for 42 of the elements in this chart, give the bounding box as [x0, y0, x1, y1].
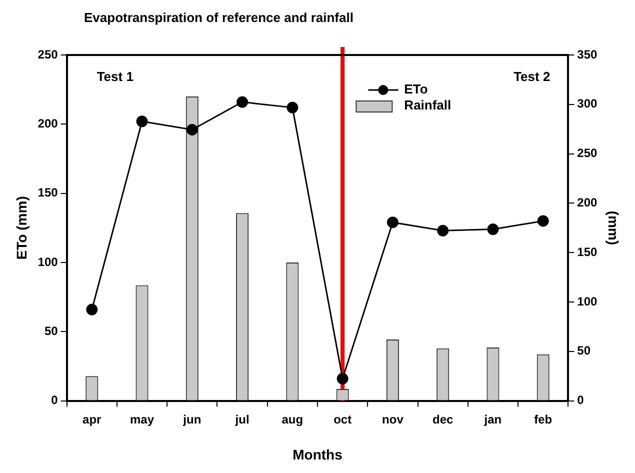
- y2-tick-label: 300: [577, 96, 598, 111]
- point: [186, 124, 198, 136]
- chart-title: Evapotranspiration of reference and rainfall: [84, 10, 354, 25]
- point: [136, 116, 148, 128]
- y-axis-title: ETo (mm): [13, 196, 30, 260]
- point: [286, 102, 298, 114]
- y2-tick-label: 250: [577, 146, 598, 160]
- x-axis-title: Months: [292, 446, 343, 462]
- point: [86, 304, 98, 316]
- y-tick-label: 100: [38, 254, 58, 269]
- point: [537, 215, 549, 227]
- x-tick-label: may: [130, 412, 154, 426]
- x-tick-label: jan: [483, 412, 502, 426]
- point: [437, 224, 449, 236]
- y2-tick-label: 0: [577, 393, 584, 408]
- point: [336, 372, 348, 384]
- y2-tick-label: 350: [577, 47, 598, 62]
- y2-tick-label: 50: [577, 344, 591, 358]
- x-tick-label: dec: [432, 412, 454, 426]
- y-tick-label: 150: [38, 186, 58, 200]
- y-tick-label: 50: [44, 324, 58, 338]
- point: [236, 96, 248, 108]
- annotation: Test 2: [514, 69, 550, 84]
- x-tick-label: apr: [82, 412, 102, 426]
- y-tick-label: 250: [38, 47, 58, 62]
- annotation: Test 1: [96, 69, 134, 84]
- x-tick-label: jul: [234, 412, 250, 426]
- y-tick-label: 200: [38, 116, 58, 130]
- y2-tick-label: 200: [577, 196, 598, 210]
- point: [386, 216, 398, 228]
- y2-axis-title: (mm): [606, 210, 622, 246]
- x-tick-label: oct: [334, 412, 352, 426]
- legend-label: Rainfall: [404, 98, 452, 113]
- x-tick-label: aug: [282, 412, 304, 426]
- y-tick-label: 0: [51, 393, 58, 408]
- x-tick-label: nov: [382, 412, 404, 426]
- x-tick-label: feb: [534, 412, 552, 426]
- point: [487, 224, 499, 236]
- y2-tick-label: 100: [577, 294, 598, 308]
- y2-tick-label: 150: [577, 244, 598, 259]
- legend-label: ETo: [404, 82, 428, 97]
- x-tick-label: jun: [182, 412, 202, 426]
